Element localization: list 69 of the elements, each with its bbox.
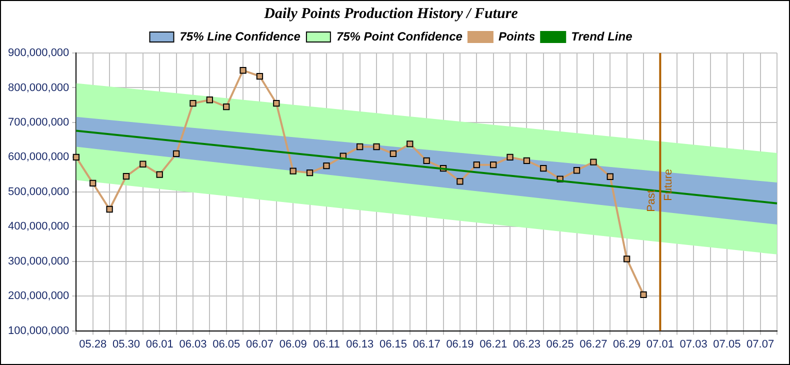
point [273,100,280,107]
point [390,150,397,158]
point [223,103,230,110]
x-tick-label: 07.03 [680,338,708,350]
x-tick-label: 07.05 [713,338,741,350]
point [590,158,597,166]
point [540,164,547,172]
point [323,162,330,170]
point [506,154,514,161]
x-tick-label: 06.01 [146,338,174,350]
x-tick-label: 07.07 [746,338,774,350]
point [623,256,630,262]
x-tick-label: 05.30 [112,338,140,350]
chart-title: Daily Points Production History / Future [263,6,518,22]
x-tick-label: 06.03 [179,338,207,350]
point [456,178,464,185]
y-tick-label: 200,000,000 [8,290,70,302]
legend-label: Points [498,29,536,44]
y-tick-label: 800,000,000 [8,82,70,94]
x-tick-label: 06.07 [246,338,274,350]
point [90,180,96,187]
point [290,168,296,174]
y-tick-label: 600,000,000 [8,151,70,164]
point [140,160,146,168]
x-tick-label: 06.29 [613,338,641,350]
point [640,291,647,298]
x-tick-label: 06.17 [412,338,440,350]
legend-label: Trend Line [571,29,633,44]
x-tick-label: 06.05 [212,338,240,350]
x-tick-label: 06.09 [279,338,307,350]
x-tick-label: 06.23 [512,338,540,350]
x-tick-label: 06.13 [346,338,374,350]
point [72,154,80,161]
x-tick-label: 06.27 [580,338,608,350]
x-tick-label: 06.11 [313,338,340,350]
x-tick-label: 07.01 [646,338,674,350]
point [256,72,264,80]
point [156,171,163,178]
point [573,167,580,174]
y-tick-label: 400,000,000 [8,220,70,233]
point [356,143,364,150]
x-tick-label: 06.19 [446,338,474,350]
x-tick-label: 06.25 [546,338,574,350]
point [106,206,113,213]
y-tick-label: 700,000,000 [8,116,70,128]
point [373,143,380,150]
x-tick-label: 06.15 [379,338,407,350]
point [122,172,130,180]
y-tick-label: 300,000,000 [8,255,70,268]
ref-line-label: Past [646,190,658,212]
legend-label: 75% Line Confidence [180,29,301,44]
point [172,150,180,158]
legend-label: 75% Point Confidence [336,29,463,44]
x-tick-label: 05.28 [79,338,107,350]
point [406,140,414,148]
point [190,100,196,107]
point [423,157,430,164]
y-tick-label: 100,000,000 [8,324,70,337]
point [240,67,246,74]
point [490,161,497,168]
x-tick-label: 06.21 [480,338,508,350]
point [473,161,480,168]
y-tick-label: 900,000,000 [8,47,70,60]
y-tick-label: 500,000,000 [8,186,70,198]
annotation: Future [662,169,675,201]
point [306,169,314,176]
point [523,157,530,164]
point [606,173,614,180]
point [206,96,213,104]
